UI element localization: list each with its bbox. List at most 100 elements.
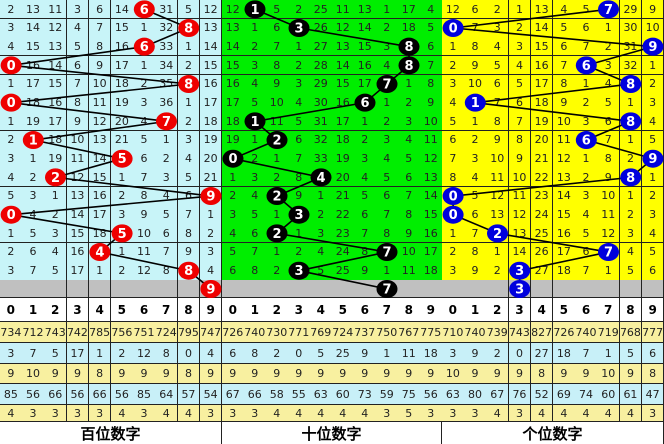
stat-cell: 1 — [597, 343, 621, 364]
grid-cell: 7 — [597, 130, 621, 150]
grid-cell: 4 — [288, 93, 311, 113]
grid-cell: 2 — [288, 56, 311, 76]
stat-cell: 47 — [641, 384, 664, 405]
stat-cell: 3 — [244, 405, 267, 422]
grid-cell: 3 — [464, 149, 487, 169]
grid-cell: 19 — [111, 93, 134, 113]
grid-cell: 8 — [442, 168, 465, 188]
grid-cell: 23 — [530, 186, 554, 206]
grid-cell: 4 — [508, 56, 532, 76]
grid-cell — [442, 205, 465, 225]
stat-cell: 76 — [508, 384, 532, 405]
stat-cell: 827 — [530, 322, 554, 343]
grid-cell: 7 — [553, 56, 576, 76]
stat-cell: 10 — [22, 364, 45, 384]
stat-cell: 18 — [420, 343, 443, 364]
grid-cell: 14 — [199, 37, 223, 57]
grid-cell: 19 — [332, 149, 355, 169]
grid-cell: 3 — [177, 130, 201, 150]
stat-cell: 719 — [597, 322, 621, 343]
grid-cell: 7 — [486, 93, 510, 113]
grid-cell: 9 — [133, 205, 156, 225]
stat-cell: 4 — [288, 405, 311, 422]
grid-cell: 4 — [177, 149, 201, 169]
grid-cell: 1 — [88, 261, 112, 281]
grid-cell: 31 — [155, 0, 179, 20]
grid-cell: 10 — [486, 149, 510, 169]
grid-cell: 17 — [88, 205, 112, 225]
grid-cell: 11 — [420, 130, 443, 150]
stat-cell: 767 — [398, 322, 421, 343]
gray-cell — [442, 280, 465, 298]
grid-cell: 9 — [597, 168, 621, 188]
grid-cell: 11 — [266, 112, 289, 132]
stat-cell: 0 — [288, 343, 311, 364]
panel-tens: 12 5 2 25 11 13 1 17 4 13 1 6 26 12 14 2 18 5 14 2 7 1 27 13 15 3… — [222, 0, 443, 444]
grid-cell: 2 — [464, 130, 487, 150]
grid-cell: 21 — [530, 149, 554, 169]
grid-cell: 16 — [66, 242, 90, 262]
grid-cell: 6 — [553, 37, 576, 57]
grid-cell: 14 — [22, 18, 45, 38]
grid-cell: 35 — [155, 74, 179, 94]
grid-cell: 17 — [222, 93, 245, 113]
grid-cell: 5 — [597, 93, 621, 113]
grid-cell: 6 — [222, 261, 245, 281]
grid-cell: 2 — [222, 186, 245, 206]
grid-cell — [222, 149, 245, 169]
stat-cell: 8 — [88, 364, 112, 384]
digit-header: 7 — [376, 298, 399, 322]
grid-cell: 5 — [266, 0, 289, 20]
grid-cell — [266, 186, 289, 206]
grid-cell: 2 — [619, 205, 643, 225]
grid-cell: 5 — [288, 112, 311, 132]
grid-cell: 6 — [66, 56, 90, 76]
grid-cell: 5 — [464, 186, 487, 206]
grid-cell: 21 — [111, 130, 134, 150]
grid-cell: 6 — [177, 186, 201, 206]
stat-cell: 4 — [597, 405, 621, 422]
stat-cell: 4 — [155, 405, 179, 422]
grid-cell: 2 — [354, 130, 377, 150]
stat-cell: 730 — [266, 322, 289, 343]
grid-cell: 18 — [44, 130, 68, 150]
grid-cell: 4 — [155, 186, 179, 206]
grid-cell: 3 — [0, 261, 23, 281]
grid-cell: 6 — [486, 74, 510, 94]
grid-cell: 18 — [398, 18, 421, 38]
stat-cell: 9 — [44, 364, 68, 384]
grid-cell: 14 — [111, 0, 134, 20]
grid-cell: 13 — [199, 18, 223, 38]
stat-cell: 3 — [464, 405, 487, 422]
grid-cell: 3 — [244, 168, 267, 188]
stat-cell: 60 — [332, 384, 355, 405]
stat-cell: 8 — [177, 364, 201, 384]
digit-header: 2 — [266, 298, 289, 322]
gray-cell — [111, 280, 134, 298]
grid-cell: 27 — [310, 37, 333, 57]
grid-cell: 1 — [376, 93, 399, 113]
grid-cell: 1 — [376, 0, 399, 20]
stat-cell: 6 — [641, 343, 664, 364]
grid-cell: 3 — [508, 37, 532, 57]
grid-cell: 7 — [177, 205, 201, 225]
grid-cell: 7 — [133, 168, 156, 188]
grid-cell: 4 — [442, 93, 465, 113]
grid-cell: 9 — [66, 112, 90, 132]
grid-cell: 3 — [111, 205, 134, 225]
grid-cell: 7 — [376, 205, 399, 225]
grid-cell — [266, 224, 289, 244]
stat-cell: 8 — [530, 364, 554, 384]
grid-cell: 10 — [398, 242, 421, 262]
grid-cell: 16 — [88, 186, 112, 206]
grid-cell: 11 — [398, 261, 421, 281]
panel-hundreds: 2 13 11 3 6 14 31 5 12 3 14 12 4 7 15 1 32 13 4 15 13 5 8 16 33 1… — [0, 0, 223, 444]
grid-cell: 15 — [22, 37, 45, 57]
grid-cell: 9 — [464, 261, 487, 281]
stat-cell: 3 — [442, 405, 465, 422]
grid-cell: 6 — [376, 186, 399, 206]
grid-cell: 1 — [508, 0, 532, 20]
grid-cell: 3 — [597, 56, 621, 76]
grid-cell: 5 — [22, 224, 45, 244]
stat-cell: 9 — [619, 364, 643, 384]
